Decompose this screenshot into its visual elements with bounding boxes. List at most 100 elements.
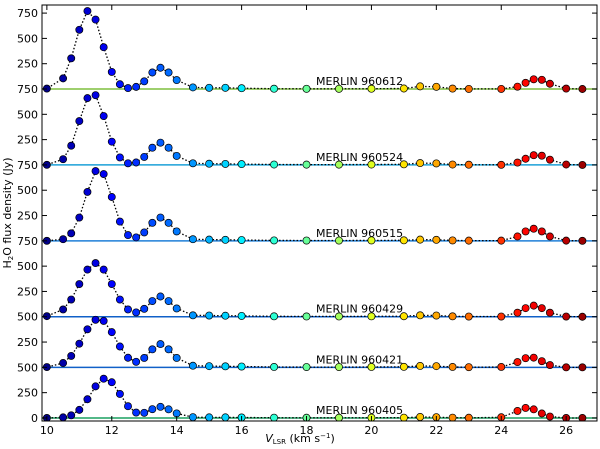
data-point [99,265,108,274]
x-label-main: V [265,432,274,445]
fit-line [42,319,583,369]
data-point [83,7,92,16]
data-point [156,138,165,147]
data-point [140,228,149,237]
data-point [221,362,230,371]
data-point [205,413,214,421]
data-point [83,265,92,274]
data-point [464,413,473,421]
data-point [140,304,149,313]
data-point [188,361,197,370]
data-point [115,295,124,304]
data-point [221,413,230,421]
data-point [416,159,425,168]
data-point [124,159,132,168]
fit-line [42,170,583,242]
x-label-sub: LSR [273,438,286,446]
data-point [75,339,84,348]
data-point [367,312,376,321]
data-point [302,160,311,169]
data-point [367,363,376,371]
data-point [188,311,197,320]
data-point [115,342,124,351]
data-point [399,413,408,421]
data-point [221,235,230,244]
y-tick-label: 750 [17,83,38,96]
data-point [132,408,141,417]
data-point [448,160,457,169]
data-point [529,224,538,233]
data-point [83,395,92,404]
y-tick-label: 250 [17,58,38,71]
data-point [75,213,84,222]
data-point [140,353,149,362]
data-point [221,83,230,92]
data-point [132,308,141,317]
data-point [529,301,538,310]
x-label-sup: −1 [320,432,330,440]
data-point [124,305,132,314]
data-point [156,213,165,222]
y-axis-label: H2O flux density (Jy) [1,158,15,269]
y-tick-label: 250 [17,336,38,349]
data-point [513,82,522,91]
data-point [399,84,408,93]
data-point [416,311,425,320]
data-point [83,325,92,334]
y-tick-label: 250 [17,210,38,223]
data-point [205,311,214,320]
data-point [99,112,108,120]
data-point [302,236,311,245]
data-point [367,160,376,169]
data-point [270,413,279,421]
data-point [67,351,76,360]
data-point [448,312,457,321]
data-point [115,390,124,398]
x-tick-label: 16 [235,424,249,437]
data-point [59,155,68,164]
data-point [416,235,425,244]
data-point [59,305,68,314]
fit-line [42,9,583,90]
data-point [75,405,84,414]
data-point [545,232,554,241]
data-point [529,353,538,362]
data-point [464,236,473,245]
data-point [124,84,132,93]
y-tick-label: 500 [17,311,38,324]
data-point [237,160,246,169]
data-point [335,312,343,321]
data-point [448,84,457,93]
data-point [521,304,530,313]
data-point [115,80,124,89]
data-point [416,361,425,370]
data-point [367,84,376,93]
data-point [335,84,343,93]
data-point [448,236,457,245]
data-point [107,378,116,387]
y-tick-label: 500 [17,260,38,273]
data-point [537,75,546,84]
data-point [140,152,149,161]
data-point [448,363,457,371]
data-point [497,312,506,321]
data-point [497,236,506,245]
data-point [464,312,473,321]
data-point [59,359,68,367]
data-point [67,54,76,63]
data-point [91,259,100,268]
data-point [578,363,587,372]
y-label-sub: 2 [7,256,15,260]
data-point [188,159,197,168]
data-point [578,312,587,321]
data-point [107,67,116,76]
data-point [513,358,522,367]
y-tick-label: 750 [17,159,38,172]
data-point [132,82,141,91]
data-point [537,409,546,418]
data-point [205,159,214,168]
data-point [221,311,230,320]
data-point [270,312,279,321]
x-tick-label: 18 [300,424,314,437]
y-tick-label: 500 [17,108,38,121]
